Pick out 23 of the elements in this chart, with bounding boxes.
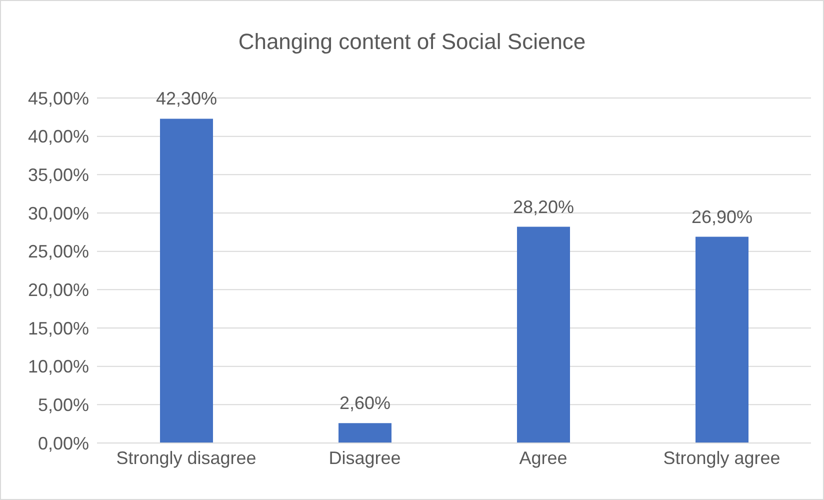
y-tick-label: 45,00% [28, 88, 89, 108]
chart-title: Changing content of Social Science [237, 29, 587, 55]
x-tick-label: Strongly disagree [116, 448, 256, 468]
x-tick-label: Strongly agree [663, 448, 780, 468]
data-label: 28,20% [512, 196, 574, 217]
y-tick-label: 10,00% [28, 356, 89, 377]
y-tick-label: 0,00% [38, 433, 89, 454]
bar [160, 118, 213, 443]
data-label: 2,60% [339, 393, 391, 414]
x-tick-label: Agree [519, 448, 568, 468]
y-tick-label: 20,00% [28, 280, 89, 300]
bar [338, 423, 392, 443]
bar [696, 236, 748, 443]
y-tick-label: 25,00% [28, 242, 89, 262]
y-tick-label: 40,00% [28, 126, 89, 147]
y-tick-label: 15,00% [28, 318, 89, 338]
bar [517, 226, 570, 443]
y-tick-label: 30,00% [28, 203, 89, 224]
y-tick-label: 5,00% [38, 395, 89, 416]
data-label: 42,30% [156, 88, 218, 109]
data-label: 26,90% [691, 206, 753, 227]
y-tick-label: 35,00% [28, 165, 89, 186]
x-tick-label: Disagree [328, 448, 401, 468]
